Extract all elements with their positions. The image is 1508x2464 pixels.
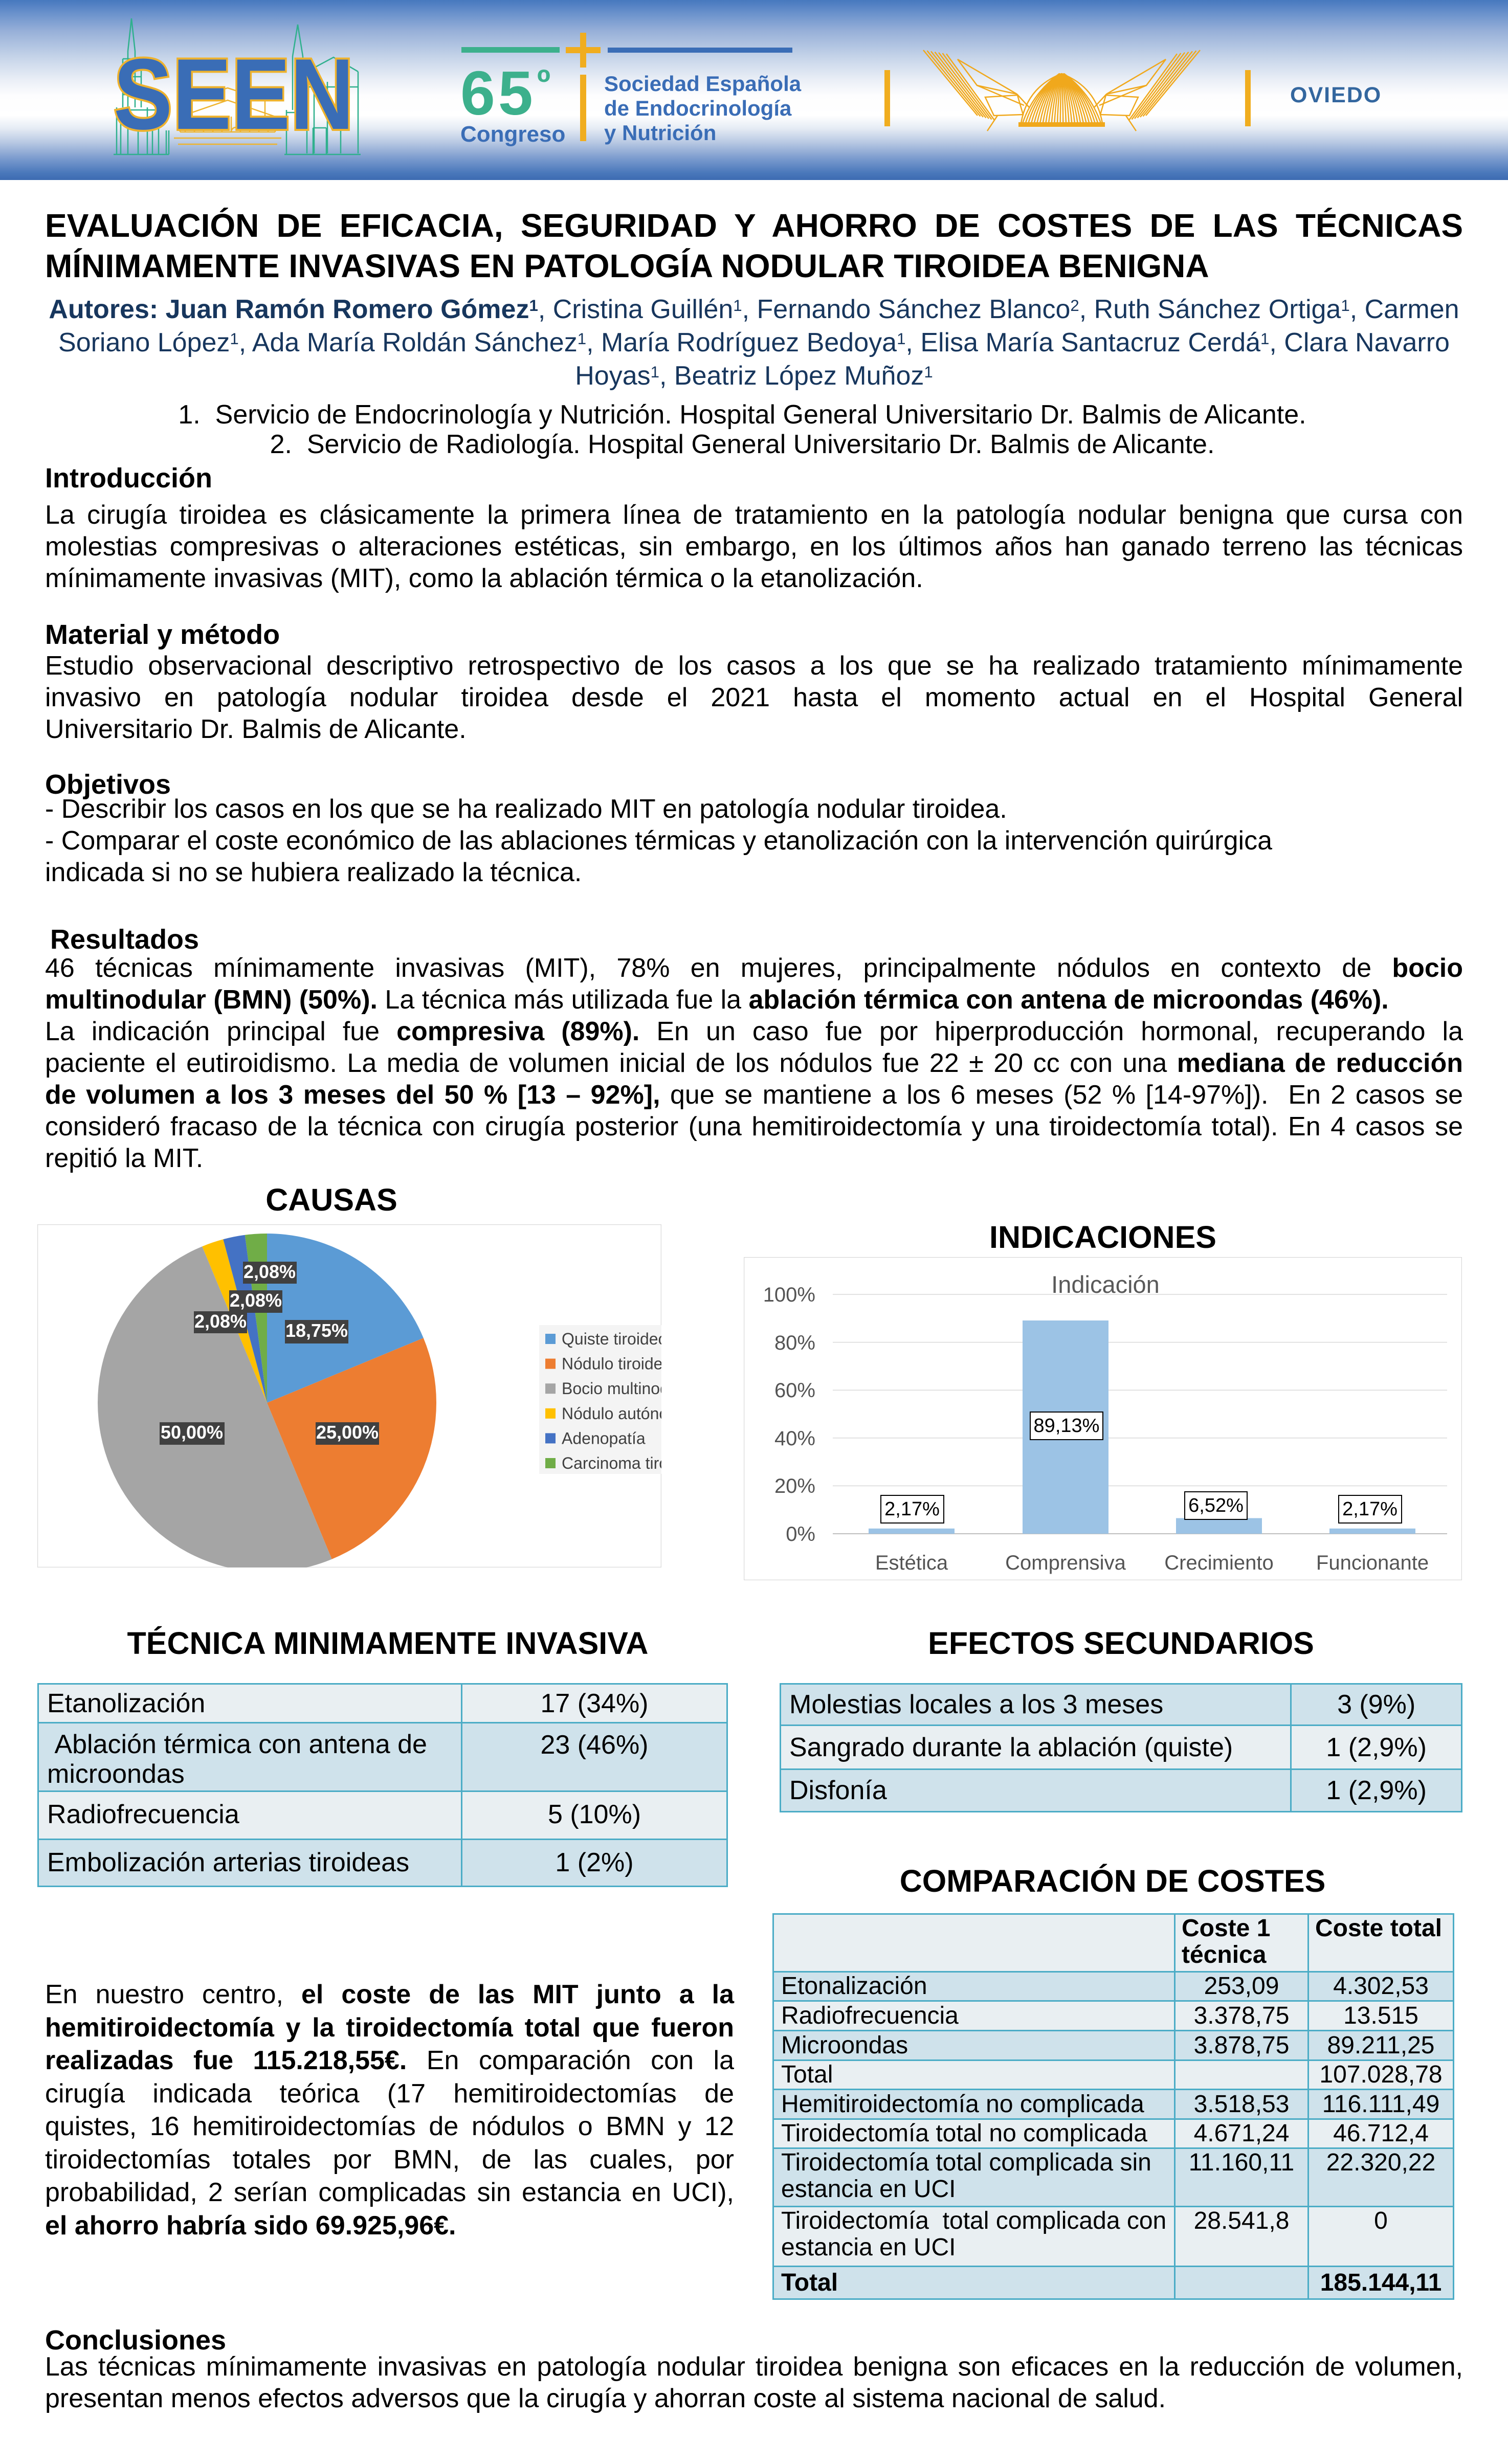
svg-text:0%: 0% — [786, 1523, 815, 1545]
svg-text:de Endocrinología: de Endocrinología — [604, 96, 792, 120]
svg-text:Quiste tiroideo: Quiste tiroideo — [562, 1330, 661, 1348]
svg-text:Adenopatía: Adenopatía — [562, 1429, 646, 1447]
svg-text:2,08%: 2,08% — [230, 1290, 282, 1311]
svg-text:2,17%: 2,17% — [884, 1498, 940, 1520]
svg-text:OVIEDO: OVIEDO — [1290, 83, 1382, 107]
svg-text:Sociedad Española: Sociedad Española — [604, 72, 802, 96]
svg-text:2,08%: 2,08% — [194, 1311, 247, 1332]
svg-text:Congreso: Congreso — [460, 122, 565, 147]
svg-text:Comprensiva: Comprensiva — [1005, 1552, 1126, 1574]
svg-text:6,52%: 6,52% — [1188, 1495, 1244, 1516]
svg-text:65º: 65º — [460, 58, 553, 128]
svg-text:60%: 60% — [774, 1379, 815, 1402]
svg-text:2,08%: 2,08% — [243, 1261, 296, 1282]
svg-text:50,00%: 50,00% — [161, 1422, 223, 1443]
svg-text:20%: 20% — [774, 1475, 815, 1497]
svg-text:18,75%: 18,75% — [285, 1320, 348, 1341]
svg-text:Estética: Estética — [875, 1552, 948, 1574]
svg-text:Funcionante: Funcionante — [1316, 1552, 1429, 1574]
svg-text:SEEN: SEEN — [114, 38, 354, 150]
svg-text:2,17%: 2,17% — [1342, 1498, 1398, 1520]
svg-text:Crecimiento: Crecimiento — [1164, 1552, 1273, 1574]
svg-text:100%: 100% — [763, 1284, 815, 1306]
svg-text:Indicación: Indicación — [1051, 1271, 1160, 1298]
svg-text:Nódulo tiroideo: Nódulo tiroideo — [562, 1355, 661, 1373]
svg-text:Carcinoma tiroideo: Carcinoma tiroideo — [562, 1454, 661, 1472]
svg-text:40%: 40% — [774, 1427, 815, 1450]
svg-text:89,13%: 89,13% — [1034, 1415, 1100, 1437]
svg-text:25,00%: 25,00% — [316, 1422, 379, 1443]
svg-text:Bocio multinodular: Bocio multinodular — [562, 1379, 661, 1398]
svg-text:y Nutrición: y Nutrición — [604, 121, 716, 145]
svg-text:Nódulo autónomo: Nódulo autónomo — [562, 1404, 661, 1423]
svg-text:80%: 80% — [774, 1332, 815, 1354]
